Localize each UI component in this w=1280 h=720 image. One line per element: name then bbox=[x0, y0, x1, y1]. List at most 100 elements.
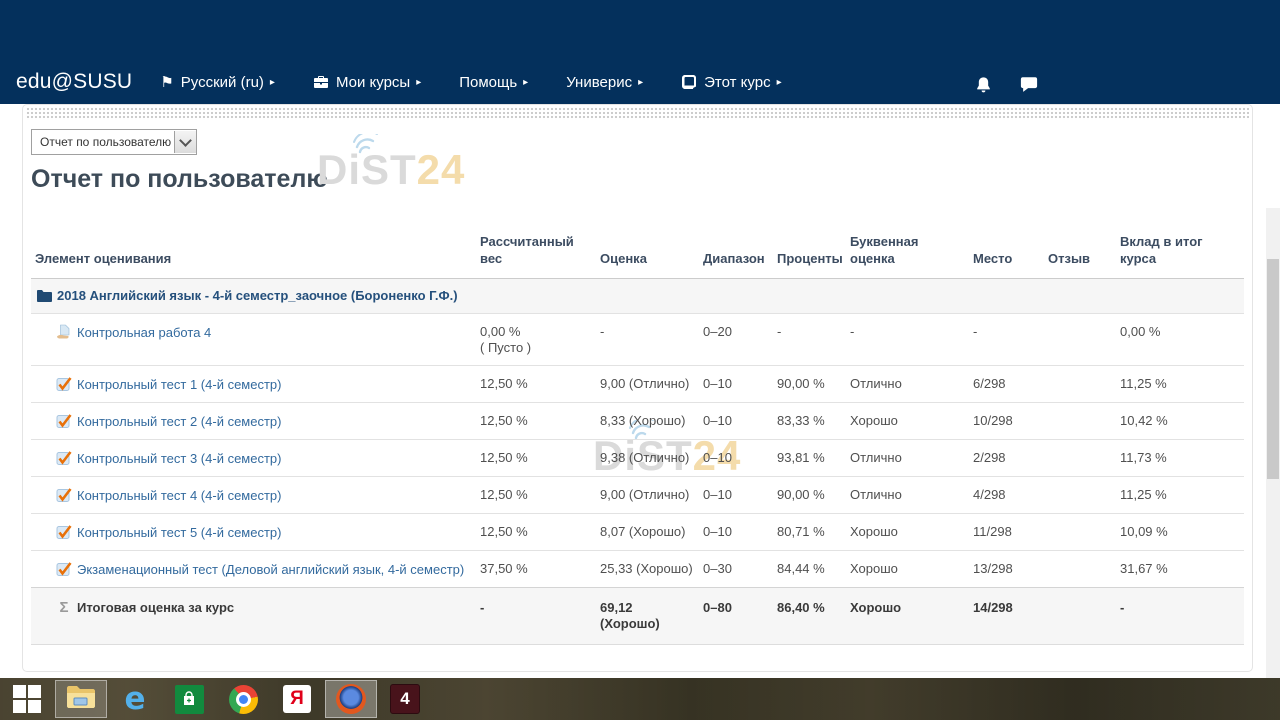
percent-value: 84,44 % bbox=[773, 550, 846, 588]
chevron-right-icon: ▸ bbox=[776, 76, 782, 88]
grade-item-link[interactable]: Контрольный тест 1 (4-й семестр) bbox=[77, 377, 282, 392]
quiz-icon bbox=[56, 524, 72, 540]
file-explorer-button[interactable] bbox=[55, 680, 107, 718]
grade-item-link[interactable]: Контрольная работа 4 bbox=[77, 325, 212, 340]
windows-logo-icon bbox=[13, 685, 41, 713]
feedback-value bbox=[1044, 439, 1116, 477]
table-header-row: Элемент оценивания Рассчитанный вес Оцен… bbox=[31, 229, 1244, 279]
watermark-accent-text: 24 bbox=[416, 146, 466, 193]
table-row: Экзаменационный тест (Деловой английский… bbox=[31, 550, 1244, 588]
range-value: 0–10 bbox=[699, 365, 773, 403]
nav-item-univeris[interactable]: Универис ▸ bbox=[566, 74, 643, 91]
rank-value: 13/298 bbox=[969, 550, 1044, 588]
percent-value: 90,00 % bbox=[773, 365, 846, 403]
chrome-icon bbox=[228, 684, 258, 714]
col-header-item: Элемент оценивания bbox=[31, 229, 476, 279]
feedback-value bbox=[1044, 402, 1116, 440]
start-button[interactable] bbox=[1, 680, 53, 718]
table-row: Контрольный тест 3 (4-й семестр) 12,50 %… bbox=[31, 439, 1244, 477]
range-value: 0–10 bbox=[699, 476, 773, 514]
game-4-button[interactable]: 4 bbox=[379, 680, 431, 718]
nav-item-label: Помощь bbox=[459, 73, 518, 91]
assignment-icon bbox=[56, 324, 72, 340]
grade-item-link[interactable]: Экзаменационный тест (Деловой английский… bbox=[77, 562, 465, 577]
internet-explorer-button[interactable]: e bbox=[109, 680, 161, 718]
letter-value: Хорошо bbox=[846, 587, 969, 645]
weight-value: 12,50 % bbox=[476, 365, 596, 403]
contribution-value: - bbox=[1116, 587, 1244, 645]
chevron-right-icon: ▸ bbox=[523, 76, 529, 88]
windows-store-button[interactable] bbox=[163, 680, 215, 718]
bell-icon[interactable] bbox=[975, 76, 992, 94]
yandex-browser-button[interactable]: Я bbox=[271, 680, 323, 718]
brand-logo[interactable]: edu@SUSU bbox=[16, 70, 133, 93]
taskbar-buttons: e Я 4 bbox=[0, 678, 432, 720]
col-header-percent: Проценты bbox=[773, 229, 846, 279]
rank-value: 14/298 bbox=[969, 587, 1044, 645]
weight-value: - bbox=[476, 587, 596, 645]
grade-value: 9,38 (Отлично) bbox=[596, 439, 699, 477]
flag-icon: ⚑ bbox=[160, 73, 174, 91]
store-bag-icon bbox=[174, 684, 204, 714]
chrome-button[interactable] bbox=[217, 680, 269, 718]
grade-value: 9,00 (Отлично) bbox=[596, 365, 699, 403]
firefox-icon bbox=[336, 684, 366, 714]
letter-value: Отлично bbox=[846, 365, 969, 403]
chat-icon[interactable] bbox=[1020, 76, 1038, 94]
nav-item-my-courses[interactable]: Мои курсы ▸ bbox=[313, 74, 421, 91]
table-row: Контрольный тест 2 (4-й семестр) 12,50 %… bbox=[31, 402, 1244, 440]
letter-value: Отлично bbox=[846, 476, 969, 514]
grade-value: 8,07 (Хорошо) bbox=[596, 513, 699, 551]
quiz-icon bbox=[56, 450, 72, 466]
nav-item-language[interactable]: ⚑ Русский (ru) ▸ bbox=[160, 74, 275, 91]
firefox-button[interactable] bbox=[325, 680, 377, 718]
rank-value: 2/298 bbox=[969, 439, 1044, 477]
grade-item-link[interactable]: Контрольный тест 5 (4-й семестр) bbox=[77, 525, 282, 540]
page-title: Отчет по пользователю bbox=[31, 165, 328, 193]
table-row: Контрольный тест 5 (4-й семестр) 12,50 %… bbox=[31, 513, 1244, 551]
page-background: Отчет по пользователю DiST24 bbox=[0, 104, 1280, 720]
book-icon bbox=[681, 74, 697, 90]
sigma-icon: Σ bbox=[59, 599, 69, 616]
nav-menu: ⚑ Русский (ru) ▸ Мои курсы ▸ Помощь ▸ Ун… bbox=[160, 74, 819, 91]
briefcase-icon bbox=[313, 74, 329, 90]
table-row: Контрольный тест 1 (4-й семестр) 12,50 %… bbox=[31, 365, 1244, 403]
rank-value: 4/298 bbox=[969, 476, 1044, 514]
range-value: 0–30 bbox=[699, 550, 773, 588]
weight-value: 37,50 % bbox=[476, 550, 596, 588]
quiz-icon bbox=[56, 561, 72, 577]
grade-item-link[interactable]: Контрольный тест 4 (4-й семестр) bbox=[77, 488, 282, 503]
contribution-value: 10,09 % bbox=[1116, 513, 1244, 551]
feedback-value bbox=[1044, 513, 1116, 551]
grade-value: - bbox=[596, 313, 699, 366]
folder-explorer-icon bbox=[66, 684, 96, 715]
scrollbar-thumb[interactable] bbox=[1267, 259, 1279, 479]
grade-item-link[interactable]: Контрольный тест 2 (4-й семестр) bbox=[77, 414, 282, 429]
grade-report-table: Элемент оценивания Рассчитанный вес Оцен… bbox=[31, 229, 1244, 645]
letter-value: Отлично bbox=[846, 439, 969, 477]
report-select[interactable]: Отчет по пользователю bbox=[31, 129, 197, 155]
range-value: 0–10 bbox=[699, 513, 773, 551]
grade-item-link[interactable]: Контрольный тест 3 (4-й семестр) bbox=[77, 451, 282, 466]
vertical-scrollbar[interactable] bbox=[1266, 208, 1280, 720]
chevron-down-icon bbox=[179, 134, 192, 147]
nav-item-help[interactable]: Помощь ▸ bbox=[459, 74, 528, 91]
game4-icon: 4 bbox=[390, 684, 420, 714]
quiz-icon bbox=[56, 413, 72, 429]
site-header: edu@SUSU ⚑ Русский (ru) ▸ Мои курсы ▸ По… bbox=[0, 0, 1280, 104]
nav-item-this-course[interactable]: Этот курс ▸ bbox=[681, 74, 782, 91]
chevron-right-icon: ▸ bbox=[638, 76, 644, 88]
weight-value: 0,00 % bbox=[480, 324, 521, 339]
weight-value: 12,50 % bbox=[476, 476, 596, 514]
course-total-label: Итоговая оценка за курс bbox=[77, 600, 235, 615]
percent-value: 90,00 % bbox=[773, 476, 846, 514]
feedback-value bbox=[1044, 550, 1116, 588]
grade-value: 25,33 (Хорошо) bbox=[596, 550, 699, 588]
main-navbar: edu@SUSU ⚑ Русский (ru) ▸ Мои курсы ▸ По… bbox=[0, 66, 1280, 98]
table-row: Контрольный тест 4 (4-й семестр) 12,50 %… bbox=[31, 476, 1244, 514]
chevron-right-icon: ▸ bbox=[416, 76, 422, 88]
select-dropdown-button[interactable] bbox=[174, 131, 196, 153]
category-row: 2018 Английский язык - 4-й семестр_заочн… bbox=[31, 278, 1244, 314]
range-value: 0–10 bbox=[699, 402, 773, 440]
